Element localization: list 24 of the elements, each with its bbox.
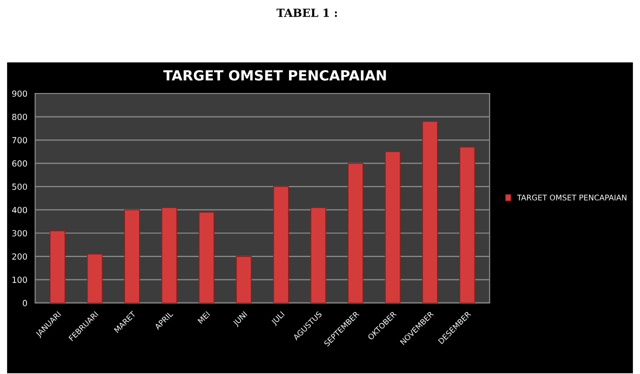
bar xyxy=(273,186,289,303)
bar xyxy=(124,209,140,303)
bar xyxy=(384,151,401,303)
text: TABEL 1 : xyxy=(276,8,337,17)
bar xyxy=(459,146,476,303)
y-tick-label: 400 xyxy=(12,206,28,214)
chart-title: TARGET OMSET PENCAPAIAN xyxy=(163,70,386,81)
y-tick-label: 700 xyxy=(12,137,28,144)
bar xyxy=(50,230,66,303)
bar xyxy=(198,212,214,303)
bar xyxy=(86,254,103,303)
y-tick-label: 500 xyxy=(12,184,28,190)
y-tick-label: 200 xyxy=(12,253,28,260)
bar xyxy=(161,207,178,303)
bar xyxy=(422,121,438,303)
y-tick-label: 300 xyxy=(12,230,28,236)
bar xyxy=(236,256,252,303)
bar xyxy=(348,162,364,303)
y-tick-label: 600 xyxy=(12,160,28,167)
y-tick-label: 100 xyxy=(12,276,28,283)
y-tick-label: 900 xyxy=(12,90,28,97)
y-tick-label: 800 xyxy=(12,114,28,120)
y-tick-label: 0 xyxy=(22,300,28,306)
bar xyxy=(310,207,326,303)
